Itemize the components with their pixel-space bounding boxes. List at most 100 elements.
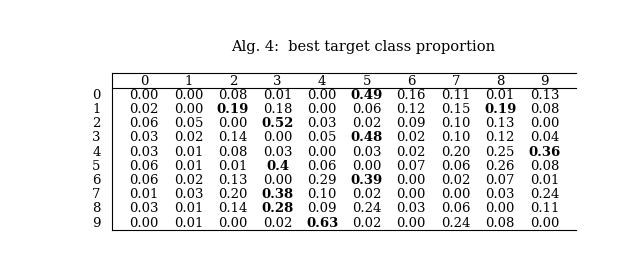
Text: 0.14: 0.14: [218, 131, 248, 144]
Text: 0.03: 0.03: [352, 146, 381, 158]
Text: Alg. 4:  best target class proportion: Alg. 4: best target class proportion: [230, 40, 495, 54]
Text: 0.12: 0.12: [397, 103, 426, 116]
Text: 0.00: 0.00: [218, 117, 248, 130]
Text: 0.09: 0.09: [307, 202, 337, 215]
Text: 0.38: 0.38: [262, 188, 294, 201]
Text: 0.15: 0.15: [441, 103, 470, 116]
Text: 0.06: 0.06: [441, 202, 470, 215]
Text: 0.03: 0.03: [129, 202, 159, 215]
Text: 0.02: 0.02: [129, 103, 159, 116]
Text: 0.00: 0.00: [218, 217, 248, 230]
Text: 4: 4: [92, 146, 100, 158]
Text: 0.00: 0.00: [129, 217, 159, 230]
Text: 0.06: 0.06: [352, 103, 381, 116]
Text: 0.00: 0.00: [263, 174, 292, 187]
Text: 0.00: 0.00: [174, 103, 203, 116]
Text: 0: 0: [140, 75, 148, 88]
Text: 0.03: 0.03: [173, 188, 204, 201]
Text: 0.48: 0.48: [351, 131, 383, 144]
Text: 0.13: 0.13: [218, 174, 248, 187]
Text: 0.20: 0.20: [441, 146, 470, 158]
Text: 0.03: 0.03: [263, 146, 292, 158]
Text: 0.01: 0.01: [174, 160, 203, 173]
Text: 0.00: 0.00: [397, 188, 426, 201]
Text: 0.02: 0.02: [174, 174, 203, 187]
Text: 8: 8: [496, 75, 504, 88]
Text: 0.04: 0.04: [530, 131, 559, 144]
Text: 0.02: 0.02: [263, 217, 292, 230]
Text: 0.06: 0.06: [129, 117, 159, 130]
Text: 0.00: 0.00: [397, 174, 426, 187]
Text: 7: 7: [92, 188, 100, 201]
Text: 0.02: 0.02: [174, 131, 203, 144]
Text: 0.06: 0.06: [307, 160, 337, 173]
Text: 0.08: 0.08: [218, 89, 248, 102]
Text: 0.19: 0.19: [484, 103, 516, 116]
Text: 0.11: 0.11: [441, 89, 470, 102]
Text: 0.36: 0.36: [529, 146, 561, 158]
Text: 0.19: 0.19: [217, 103, 249, 116]
Text: 0.05: 0.05: [174, 117, 203, 130]
Text: 0.18: 0.18: [263, 103, 292, 116]
Text: 0.01: 0.01: [174, 217, 203, 230]
Text: 0.29: 0.29: [307, 174, 337, 187]
Text: 0.13: 0.13: [486, 117, 515, 130]
Text: 0.12: 0.12: [486, 131, 515, 144]
Text: 0.06: 0.06: [441, 160, 470, 173]
Text: 0.02: 0.02: [397, 146, 426, 158]
Text: 5: 5: [362, 75, 371, 88]
Text: 0.02: 0.02: [352, 217, 381, 230]
Text: 2: 2: [229, 75, 237, 88]
Text: 9: 9: [541, 75, 549, 88]
Text: 0.00: 0.00: [397, 217, 426, 230]
Text: 9: 9: [92, 217, 100, 230]
Text: 0.00: 0.00: [129, 89, 159, 102]
Text: 0.02: 0.02: [352, 188, 381, 201]
Text: 0.03: 0.03: [307, 117, 337, 130]
Text: 6: 6: [407, 75, 415, 88]
Text: 0.01: 0.01: [174, 202, 203, 215]
Text: 7: 7: [451, 75, 460, 88]
Text: 0.24: 0.24: [441, 217, 470, 230]
Text: 0.01: 0.01: [129, 188, 159, 201]
Text: 0.02: 0.02: [397, 131, 426, 144]
Text: 0.07: 0.07: [486, 174, 515, 187]
Text: 0.39: 0.39: [351, 174, 383, 187]
Text: 3: 3: [273, 75, 282, 88]
Text: 0.01: 0.01: [486, 89, 515, 102]
Text: 5: 5: [92, 160, 100, 173]
Text: 0.14: 0.14: [218, 202, 248, 215]
Text: 0.08: 0.08: [530, 160, 559, 173]
Text: 0.03: 0.03: [129, 146, 159, 158]
Text: 0.24: 0.24: [352, 202, 381, 215]
Text: 0.49: 0.49: [351, 89, 383, 102]
Text: 0.00: 0.00: [263, 131, 292, 144]
Text: 0.10: 0.10: [441, 131, 470, 144]
Text: 1: 1: [92, 103, 100, 116]
Text: 4: 4: [318, 75, 326, 88]
Text: 0.09: 0.09: [396, 117, 426, 130]
Text: 0.07: 0.07: [396, 160, 426, 173]
Text: 0.00: 0.00: [530, 217, 559, 230]
Text: 0.00: 0.00: [307, 146, 337, 158]
Text: 0.05: 0.05: [307, 131, 337, 144]
Text: 0.26: 0.26: [486, 160, 515, 173]
Text: 0.01: 0.01: [218, 160, 248, 173]
Text: 8: 8: [92, 202, 100, 215]
Text: 0: 0: [92, 89, 100, 102]
Text: 0.01: 0.01: [174, 146, 203, 158]
Text: 0.00: 0.00: [486, 202, 515, 215]
Text: 0.03: 0.03: [129, 131, 159, 144]
Text: 0.06: 0.06: [129, 160, 159, 173]
Text: 0.28: 0.28: [261, 202, 294, 215]
Text: 6: 6: [92, 174, 100, 187]
Text: 0.16: 0.16: [396, 89, 426, 102]
Text: 0.00: 0.00: [530, 117, 559, 130]
Text: 1: 1: [184, 75, 193, 88]
Text: 0.00: 0.00: [307, 89, 337, 102]
Text: 2: 2: [92, 117, 100, 130]
Text: 0.02: 0.02: [441, 174, 470, 187]
Text: 0.4: 0.4: [266, 160, 289, 173]
Text: 0.10: 0.10: [307, 188, 337, 201]
Text: 0.08: 0.08: [486, 217, 515, 230]
